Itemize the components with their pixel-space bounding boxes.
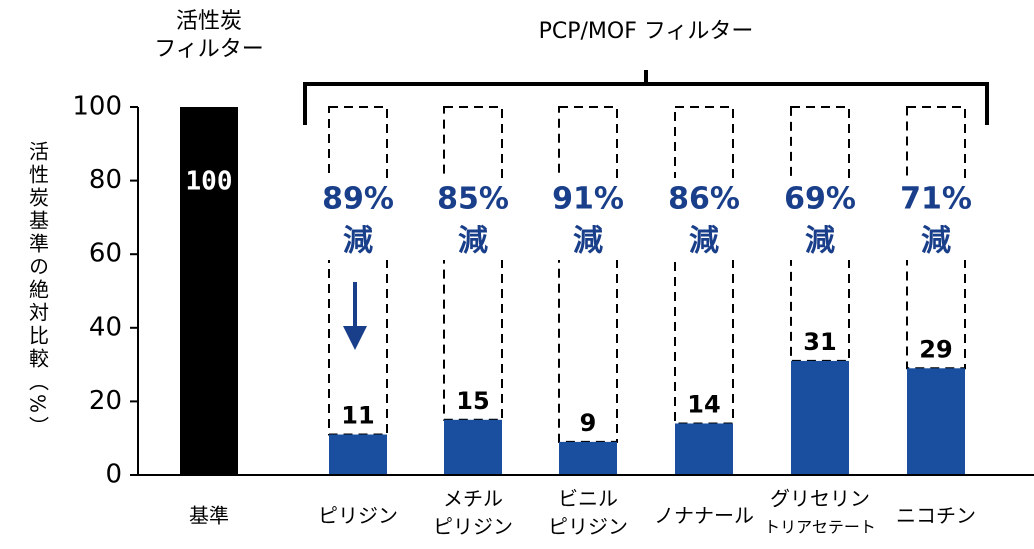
group-label: PCP/MOF フィルター	[539, 19, 754, 44]
value-label: 100	[186, 167, 233, 197]
value-label: 9	[580, 409, 597, 437]
x-tick-label: グリセリン	[770, 487, 870, 511]
value-label: 31	[803, 328, 836, 356]
x-tick-label: 基準	[189, 504, 229, 528]
group-bracket	[303, 70, 989, 125]
y-tick-label: 80	[89, 165, 122, 195]
value-label: 15	[456, 387, 489, 415]
reduction-label: 91%	[552, 182, 624, 217]
reduction-label: 89%	[322, 182, 394, 217]
value-label: 11	[341, 402, 374, 430]
reduction-label: 85%	[437, 182, 509, 217]
x-tick-label: トリアセテート	[764, 518, 876, 537]
bar	[180, 107, 238, 475]
y-tick-label: 100	[72, 92, 122, 122]
y-tick-label: 60	[89, 239, 122, 269]
x-tick-label: ニコチン	[896, 504, 976, 528]
bar	[559, 441, 617, 475]
reference-outline	[443, 106, 503, 421]
bar	[907, 368, 965, 475]
label-bg	[778, 178, 862, 260]
x-tick-label: ピリジン	[318, 504, 398, 528]
x-tick-label: ピリジン	[433, 515, 513, 539]
reduction-label: 69%	[784, 182, 856, 217]
reference-outline	[558, 106, 618, 443]
x-tick-label: ピリジン	[548, 515, 628, 539]
y-tick-label: 20	[89, 386, 122, 416]
label-bg	[316, 178, 400, 260]
reduction-suffix: 減	[805, 224, 835, 259]
reduction-suffix: 減	[573, 224, 603, 259]
bar	[675, 423, 733, 475]
bar	[329, 434, 387, 475]
reduction-label: 86%	[668, 182, 740, 217]
x-tick-label: ビニル	[558, 487, 618, 511]
x-tick-label: ノナナール	[654, 504, 754, 528]
reduction-suffix: 減	[921, 224, 951, 259]
x-tick-label: メチル	[443, 487, 503, 511]
label-bg	[546, 178, 630, 260]
reduction-suffix: 減	[343, 224, 373, 259]
bar	[791, 360, 849, 475]
group-label: 活性炭	[176, 9, 242, 34]
reduction-suffix: 減	[689, 224, 719, 259]
reference-outline	[328, 106, 388, 436]
label-bg	[662, 178, 746, 260]
value-label: 14	[687, 390, 720, 418]
value-label: 29	[919, 335, 952, 363]
y-tick-label: 40	[89, 312, 122, 342]
bar	[444, 419, 502, 475]
y-tick-label: 0	[105, 460, 122, 490]
reduction-suffix: 減	[458, 224, 488, 259]
label-bg	[431, 178, 515, 260]
label-bg	[894, 178, 978, 260]
reduction-label: 71%	[900, 182, 972, 217]
group-label: フィルター	[154, 37, 264, 62]
y-axis-label: 活性炭基準の絶対比較（%）	[26, 141, 50, 439]
reference-outline	[674, 106, 734, 425]
